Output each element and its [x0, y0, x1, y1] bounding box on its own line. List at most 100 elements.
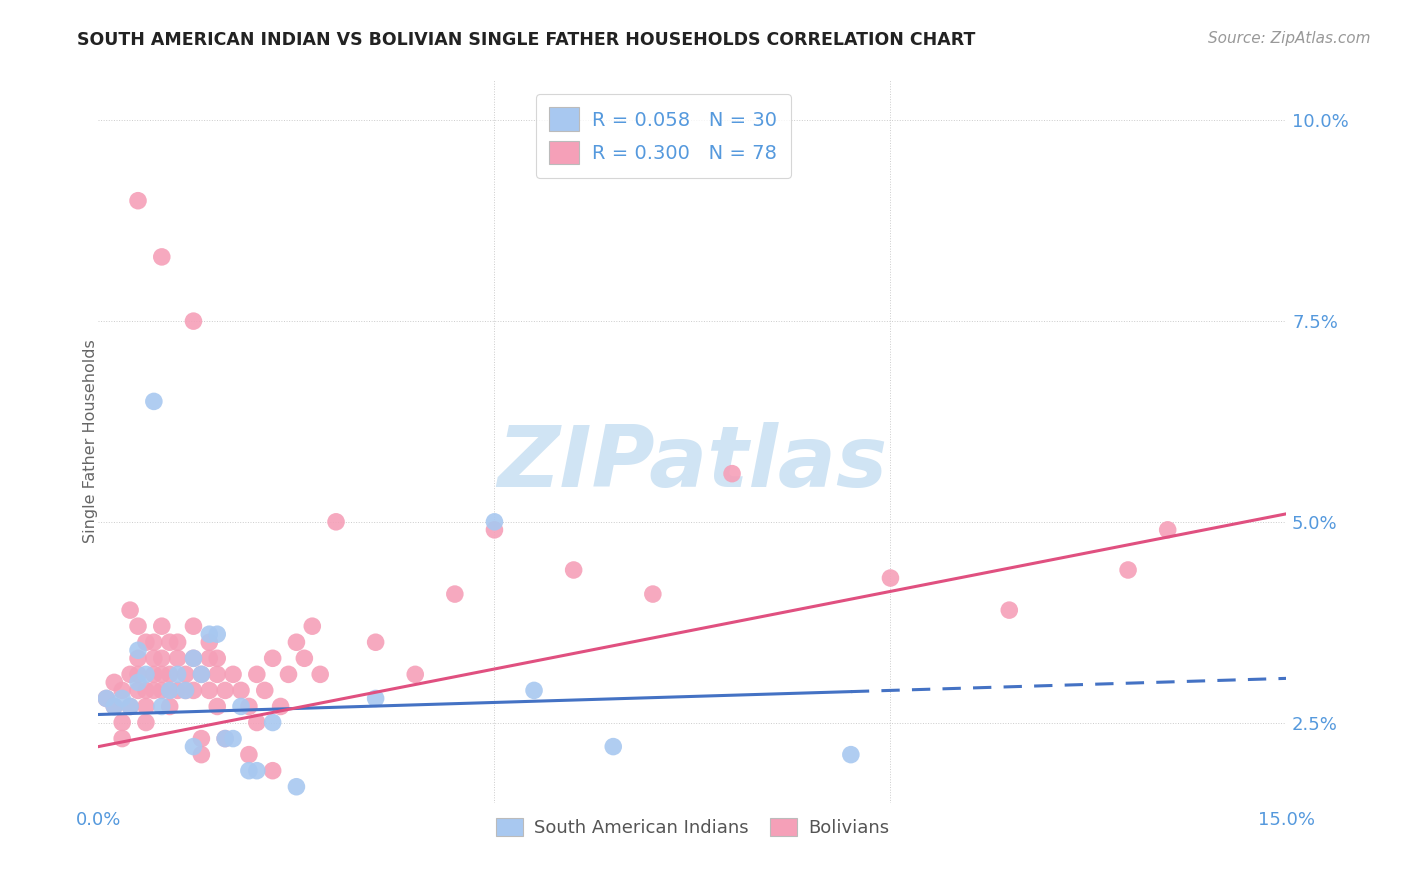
Point	[174, 667, 197, 681]
Point	[238, 747, 260, 762]
Point	[262, 651, 284, 665]
Point	[190, 747, 212, 762]
Point	[523, 683, 546, 698]
Text: Source: ZipAtlas.com: Source: ZipAtlas.com	[1208, 31, 1371, 46]
Point	[159, 667, 181, 681]
Point	[150, 699, 173, 714]
Point	[142, 667, 165, 681]
Point	[103, 699, 125, 714]
Point	[198, 627, 221, 641]
Point	[198, 635, 221, 649]
Point	[325, 515, 347, 529]
Point	[150, 683, 173, 698]
Point	[150, 667, 173, 681]
Point	[174, 683, 197, 698]
Point	[127, 675, 149, 690]
Point	[190, 667, 212, 681]
Point	[238, 699, 260, 714]
Point	[484, 523, 506, 537]
Point	[96, 691, 118, 706]
Point	[238, 764, 260, 778]
Point	[222, 731, 245, 746]
Point	[135, 667, 157, 681]
Point	[111, 683, 134, 698]
Point	[150, 250, 173, 264]
Point	[246, 667, 269, 681]
Point	[641, 587, 664, 601]
Point	[562, 563, 585, 577]
Point	[135, 635, 157, 649]
Point	[120, 603, 142, 617]
Point	[127, 683, 149, 698]
Point	[150, 619, 173, 633]
Point	[602, 739, 624, 754]
Point	[111, 691, 134, 706]
Point	[444, 587, 467, 601]
Y-axis label: Single Father Households: Single Father Households	[83, 340, 97, 543]
Point	[270, 699, 292, 714]
Point	[120, 699, 142, 714]
Text: SOUTH AMERICAN INDIAN VS BOLIVIAN SINGLE FATHER HOUSEHOLDS CORRELATION CHART: SOUTH AMERICAN INDIAN VS BOLIVIAN SINGLE…	[77, 31, 976, 49]
Point	[214, 731, 236, 746]
Point	[183, 683, 205, 698]
Point	[222, 667, 245, 681]
Point	[277, 667, 299, 681]
Point	[998, 603, 1021, 617]
Point	[1156, 523, 1178, 537]
Point	[246, 715, 269, 730]
Point	[111, 715, 134, 730]
Point	[183, 314, 205, 328]
Point	[214, 731, 236, 746]
Point	[292, 651, 315, 665]
Point	[364, 635, 387, 649]
Point	[229, 699, 252, 714]
Point	[839, 747, 862, 762]
Point	[205, 699, 228, 714]
Point	[205, 627, 228, 641]
Point	[142, 683, 165, 698]
Point	[135, 715, 157, 730]
Point	[103, 675, 125, 690]
Point	[262, 715, 284, 730]
Point	[183, 651, 205, 665]
Point	[127, 667, 149, 681]
Point	[142, 635, 165, 649]
Point	[404, 667, 426, 681]
Point	[309, 667, 332, 681]
Point	[159, 683, 181, 698]
Point	[166, 651, 188, 665]
Point	[166, 683, 188, 698]
Point	[127, 643, 149, 657]
Point	[879, 571, 901, 585]
Point	[183, 619, 205, 633]
Point	[205, 667, 228, 681]
Point	[142, 651, 165, 665]
Point	[198, 651, 221, 665]
Point	[183, 651, 205, 665]
Point	[127, 651, 149, 665]
Point	[229, 683, 252, 698]
Point	[142, 394, 165, 409]
Point	[285, 780, 308, 794]
Point	[262, 764, 284, 778]
Point	[285, 635, 308, 649]
Point	[253, 683, 276, 698]
Point	[111, 731, 134, 746]
Point	[364, 691, 387, 706]
Point	[159, 699, 181, 714]
Point	[103, 699, 125, 714]
Point	[127, 194, 149, 208]
Point	[174, 683, 197, 698]
Point	[120, 667, 142, 681]
Point	[246, 764, 269, 778]
Point	[166, 635, 188, 649]
Point	[190, 667, 212, 681]
Point	[96, 691, 118, 706]
Point	[127, 619, 149, 633]
Point	[159, 635, 181, 649]
Point	[301, 619, 323, 633]
Point	[190, 731, 212, 746]
Point	[159, 683, 181, 698]
Point	[198, 683, 221, 698]
Point	[135, 683, 157, 698]
